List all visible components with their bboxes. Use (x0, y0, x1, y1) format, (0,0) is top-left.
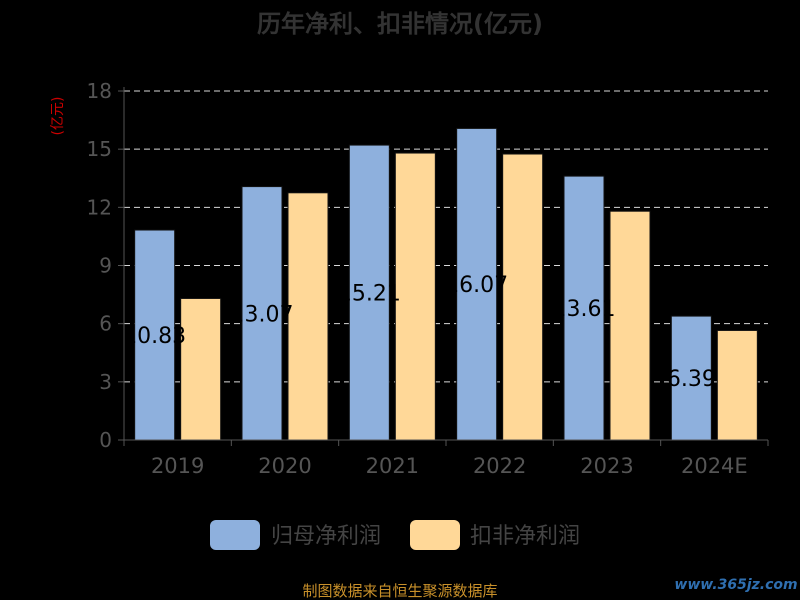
bar-parent-net-profit (456, 127, 498, 441)
x-tick-label: 2024E (681, 454, 748, 478)
y-tick-label: 0 (99, 428, 112, 452)
data-label: 16.07 (445, 273, 508, 298)
y-tick-label: 6 (99, 312, 112, 336)
data-label: 6.39 (667, 367, 716, 392)
bar-deducted-net-profit (394, 152, 436, 441)
bar-parent-net-profit (134, 229, 176, 441)
x-tick-label: 2020 (258, 454, 311, 478)
data-label: 10.83 (123, 324, 186, 349)
y-tick-label: 15 (87, 137, 112, 161)
data-label: 15.21 (338, 282, 401, 307)
bar-parent-net-profit (670, 315, 712, 441)
watermark: www.365jz.com (674, 577, 797, 593)
data-label: 13.61 (553, 297, 616, 322)
gridlines (124, 90, 768, 383)
bar-parent-net-profit (563, 175, 605, 441)
x-tick-label: 2019 (151, 454, 204, 478)
y-tick-label: 9 (99, 254, 112, 278)
chart-title: 历年净利、扣非情况(亿元) (257, 10, 543, 38)
bar-deducted-net-profit (502, 153, 544, 441)
x-tick-label: 2022 (473, 454, 526, 478)
y-tick-label: 18 (87, 79, 112, 103)
legend-label-deducted-net-profit[interactable]: 扣非净利润 (470, 524, 580, 549)
bar-deducted-net-profit (609, 210, 651, 441)
legend[interactable]: 归母净利润 扣非净利润 (210, 520, 580, 550)
y-axis-ticks: 0 3 6 9 12 15 18 (87, 79, 124, 452)
y-tick-label: 12 (87, 195, 112, 219)
x-axis-ticks: 2019 2020 2021 2022 2023 2024E (123, 440, 769, 478)
bar-deducted-net-profit (716, 329, 758, 441)
bars (134, 127, 758, 441)
legend-swatch-deducted-net-profit[interactable] (410, 520, 460, 550)
bar-deducted-net-profit (180, 297, 222, 441)
bar-deducted-net-profit (287, 192, 329, 441)
x-tick-label: 2023 (580, 454, 633, 478)
data-label: 13.07 (231, 302, 294, 327)
y-tick-label: 3 (99, 370, 112, 394)
y-axis-unit: (亿元) (50, 97, 66, 136)
legend-label-parent-net-profit[interactable]: 归母净利润 (271, 524, 381, 549)
x-tick-label: 2021 (366, 454, 419, 478)
data-labels: 10.83 13.07 15.21 16.07 13.61 6.39 (123, 273, 716, 392)
legend-swatch-parent-net-profit[interactable] (210, 520, 260, 550)
data-source-note: 制图数据来自恒生聚源数据库 (302, 582, 497, 600)
